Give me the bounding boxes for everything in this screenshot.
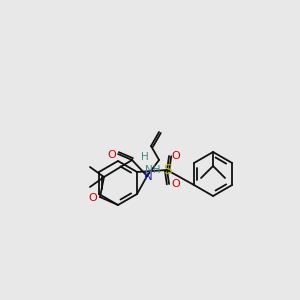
- Text: O: O: [108, 150, 116, 160]
- Text: N: N: [144, 170, 152, 184]
- Text: O: O: [88, 193, 98, 203]
- Text: O: O: [172, 179, 180, 189]
- Text: H: H: [141, 152, 149, 162]
- Text: NH: NH: [145, 165, 161, 175]
- Text: O: O: [172, 151, 180, 161]
- Text: S: S: [163, 163, 171, 177]
